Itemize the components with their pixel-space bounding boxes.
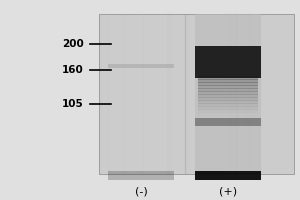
Text: 200: 200: [62, 39, 84, 49]
Bar: [198, 94, 258, 98]
Bar: [198, 88, 258, 92]
Bar: [198, 91, 258, 95]
Bar: [198, 79, 258, 83]
Bar: [108, 64, 174, 68]
Bar: [198, 103, 258, 107]
Bar: [198, 82, 258, 86]
Bar: [198, 100, 258, 104]
Text: 105: 105: [62, 99, 84, 109]
Text: (+): (+): [219, 187, 237, 197]
Bar: [198, 85, 258, 89]
Bar: [108, 171, 174, 180]
Text: (-): (-): [135, 187, 147, 197]
Bar: [195, 14, 261, 174]
Bar: [198, 106, 258, 110]
Bar: [99, 14, 294, 174]
Bar: [198, 109, 258, 113]
Bar: [195, 46, 261, 78]
Text: 160: 160: [62, 65, 84, 75]
Bar: [195, 171, 261, 180]
Bar: [198, 76, 258, 80]
Bar: [198, 97, 258, 101]
Bar: [195, 118, 261, 126]
